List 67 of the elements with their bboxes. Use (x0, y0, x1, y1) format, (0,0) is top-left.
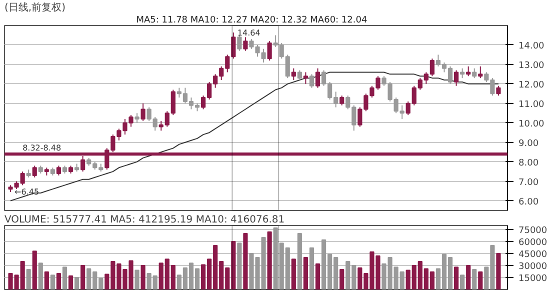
bar (44, 271, 49, 290)
bar (291, 258, 296, 290)
y-tick-label: 7.00 (518, 178, 539, 188)
candlestick (472, 68, 477, 79)
bar (62, 266, 68, 290)
bar (32, 250, 37, 290)
candlestick (134, 112, 140, 124)
candlestick (297, 70, 302, 81)
y-tick-label: 10.00 (518, 119, 545, 130)
chart-title: (日线,前复权) (4, 2, 66, 14)
y-tick-label: 12.00 (518, 80, 545, 90)
y-tick-label: 6.00 (518, 197, 539, 208)
y-tick-label: 60000 (518, 238, 548, 248)
bar (237, 242, 242, 290)
y-tick-label: 15000 (518, 274, 548, 284)
bar (496, 253, 501, 290)
bar (50, 274, 55, 290)
bar (68, 275, 74, 290)
bar (74, 277, 80, 290)
y-tick-label: 14.00 (518, 41, 545, 52)
bar (38, 262, 43, 290)
bar (243, 233, 248, 290)
band-label: 8.32-8.48 (22, 143, 62, 152)
bar (454, 266, 459, 290)
bar (80, 265, 86, 290)
line-series (10, 72, 499, 202)
bar (460, 274, 465, 290)
y-tick-label: 9.00 (518, 138, 539, 149)
y-tick-label: 30000 (518, 262, 548, 272)
bar (297, 233, 302, 290)
annotation: ←6.45 (14, 188, 40, 196)
candlestick (466, 66, 471, 77)
candlestick (478, 66, 483, 79)
chart-title: VOLUME: 515777.41 MA5: 412195.19 MA10: 416076.81 (4, 214, 285, 226)
bar (340, 269, 344, 290)
bar (267, 231, 272, 290)
candlestick (460, 68, 465, 79)
y-tick-label: 45000 (518, 250, 548, 260)
candlestick (454, 70, 459, 86)
candlestick (496, 85, 501, 96)
candlestick (243, 36, 248, 52)
candlestick (237, 34, 242, 52)
bar (478, 271, 483, 290)
y-tick-label: 11.00 (518, 100, 545, 110)
annotation: MA5: 11.78 MA10: 12.27 MA20: 12.32 MA60: 12.04 (136, 16, 368, 26)
y-tick-label: 13.00 (518, 60, 545, 71)
bar (466, 265, 471, 290)
candlestick (267, 40, 272, 62)
bar (56, 273, 62, 290)
candlestick (309, 74, 314, 88)
candlestick (303, 72, 308, 84)
bar (315, 263, 320, 290)
bar (134, 270, 140, 290)
bar (26, 269, 31, 290)
bar (140, 265, 146, 290)
bar (472, 269, 477, 290)
candlestick (32, 165, 37, 178)
candlestick (56, 165, 62, 176)
candlestick (315, 68, 320, 88)
y-tick-label: 8.00 (518, 158, 539, 168)
bar (303, 257, 308, 290)
candlestick (340, 95, 344, 106)
y-tick-label: 75000 (518, 226, 548, 236)
candlestick (140, 102, 146, 122)
annotation: 14.64 (237, 28, 260, 38)
bar (309, 247, 314, 290)
candlestick (291, 68, 296, 81)
